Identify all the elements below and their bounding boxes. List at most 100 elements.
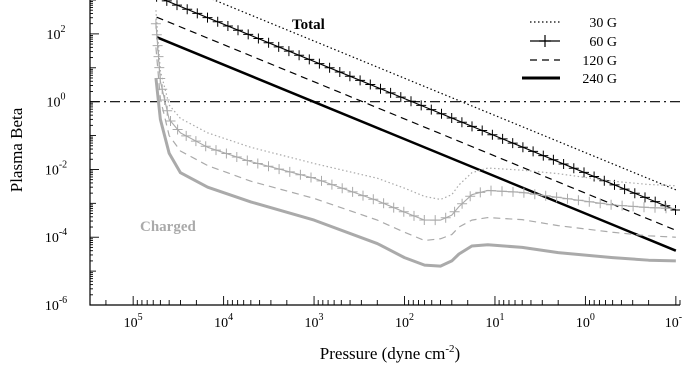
x-tick-exponent: 0 <box>590 312 595 323</box>
plus-marker-charged-60-g <box>190 136 201 147</box>
y-tick-exponent: 0 <box>61 92 66 103</box>
legend-swatch-60g-marker <box>539 35 551 47</box>
plus-marker-total-60-g <box>589 171 600 182</box>
y-tick-label: 10-6 <box>45 295 67 314</box>
plus-marker-charged-60-g <box>529 189 540 200</box>
plus-marker-total-60-g <box>365 79 376 90</box>
y-tick-base: 10 <box>47 96 61 111</box>
x-axis-title-end: ) <box>455 344 461 363</box>
x-tick-label: 101 <box>485 312 504 331</box>
y-tick-exponent: -2 <box>59 159 67 170</box>
plus-marker-charged-60-g <box>150 18 161 29</box>
x-tick-exponent: 1 <box>499 312 504 323</box>
legend-label-120g: 120 G <box>582 54 617 69</box>
y-tick-exponent: -4 <box>59 227 67 238</box>
plus-marker-total-60-g <box>507 138 518 149</box>
plus-marker-total-60-g <box>314 58 325 69</box>
y-tick-base: 10 <box>45 299 59 314</box>
plus-marker-total-60-g <box>375 83 386 94</box>
plus-marker-total-60-g <box>324 62 335 73</box>
legend-label-60g: 60 G <box>589 35 617 50</box>
y-tick-base: 10 <box>45 231 59 246</box>
plus-marker-charged-60-g <box>242 155 253 166</box>
plus-marker-charged-60-g <box>378 198 389 209</box>
x-tick-base: 10 <box>395 316 409 331</box>
x-tick-base: 10 <box>305 316 319 331</box>
plus-marker-charged-60-g <box>540 190 551 201</box>
plus-marker-total-60-g <box>182 4 193 15</box>
plus-marker-charged-60-g <box>152 40 163 51</box>
plus-marker-total-60-g <box>497 133 508 144</box>
plus-marker-total-60-g <box>599 175 610 186</box>
plus-marker-charged-60-g <box>419 215 430 225</box>
plus-marker-total-60-g <box>558 159 569 169</box>
plus-marker-charged-60-g <box>295 169 306 180</box>
plus-marker-total-60-g <box>446 113 457 123</box>
plus-marker-total-60-g <box>161 0 172 6</box>
y-tick-exponent: 2 <box>61 24 66 35</box>
series-layer <box>90 0 680 268</box>
plus-marker-charged-60-g <box>181 130 192 141</box>
plus-marker-total-60-g <box>568 163 579 174</box>
plus-marker-total-60-g <box>192 8 203 19</box>
plus-marker-total-60-g <box>548 154 559 165</box>
plus-marker-charged-60-g <box>157 84 168 95</box>
plus-marker-charged-60-g <box>306 172 316 183</box>
plus-marker-charged-60-g <box>595 198 606 209</box>
plus-marker-total-60-g <box>233 25 243 36</box>
series-line-total-60-g <box>163 0 677 211</box>
plus-marker-charged-60-g <box>162 105 173 116</box>
plus-marker-total-60-g <box>344 71 355 82</box>
plus-marker-charged-60-g <box>497 186 507 197</box>
x-tick-label: 104 <box>214 312 233 331</box>
plus-marker-total-60-g <box>477 125 488 136</box>
plus-marker-charged-60-g <box>606 199 617 210</box>
plus-marker-total-60-g <box>395 92 406 103</box>
plus-marker-total-60-g <box>517 142 528 153</box>
plus-marker-total-60-g <box>212 16 223 27</box>
x-tick-label: 100 <box>576 312 595 331</box>
plus-marker-charged-60-g <box>165 116 176 126</box>
plus-marker-charged-60-g <box>274 164 285 175</box>
plus-marker-total-60-g <box>283 46 294 57</box>
plus-marker-charged-60-g <box>221 148 232 159</box>
plus-marker-total-60-g <box>273 41 284 52</box>
x-axis-title-main: Pressure (dyne cm <box>320 344 446 363</box>
plus-marker-charged-60-g <box>347 186 358 197</box>
plus-marker-total-60-g <box>416 100 427 111</box>
plus-marker-charged-60-g <box>661 203 671 214</box>
plus-marker-total-60-g <box>304 54 315 65</box>
plus-marker-charged-60-g <box>358 190 368 201</box>
plus-marker-charged-60-g <box>449 206 460 217</box>
plus-marker-charged-60-g <box>337 183 348 194</box>
x-tick-base: 10 <box>485 316 499 331</box>
plus-marker-charged-60-g <box>153 51 164 62</box>
y-tick-label: 102 <box>47 24 66 43</box>
series-line-total-30-g <box>212 0 677 191</box>
x-tick-label: 10-1 <box>665 312 682 331</box>
plus-marker-charged-60-g <box>151 29 162 40</box>
plus-marker-charged-60-g <box>430 215 441 226</box>
plus-marker-charged-60-g <box>263 161 274 172</box>
x-tick-label: 105 <box>124 312 143 331</box>
plus-marker-charged-60-g <box>518 187 529 198</box>
plus-marker-charged-60-g <box>200 141 211 152</box>
x-axis-title: Pressure (dyne cm-2) <box>320 343 460 363</box>
x-axis-title-sup: -2 <box>445 343 454 355</box>
x-tick-exponent: 2 <box>409 312 414 323</box>
x-tick-base: 10 <box>576 316 590 331</box>
plus-marker-total-60-g <box>202 12 213 23</box>
series-line-total-240-g <box>156 36 677 252</box>
plus-marker-total-60-g <box>294 50 305 61</box>
x-tick-base: 10 <box>665 316 679 331</box>
x-tick-exponent: -1 <box>679 312 682 323</box>
plus-marker-total-60-g <box>629 188 640 199</box>
plus-marker-total-60-g <box>528 146 539 157</box>
legend-label-240g: 240 G <box>582 72 617 87</box>
x-tick-base: 10 <box>124 316 138 331</box>
series-line-charged-120-g <box>155 47 676 242</box>
plus-marker-charged-60-g <box>159 95 170 105</box>
plus-marker-total-60-g <box>436 108 447 119</box>
plus-marker-charged-60-g <box>326 179 337 190</box>
